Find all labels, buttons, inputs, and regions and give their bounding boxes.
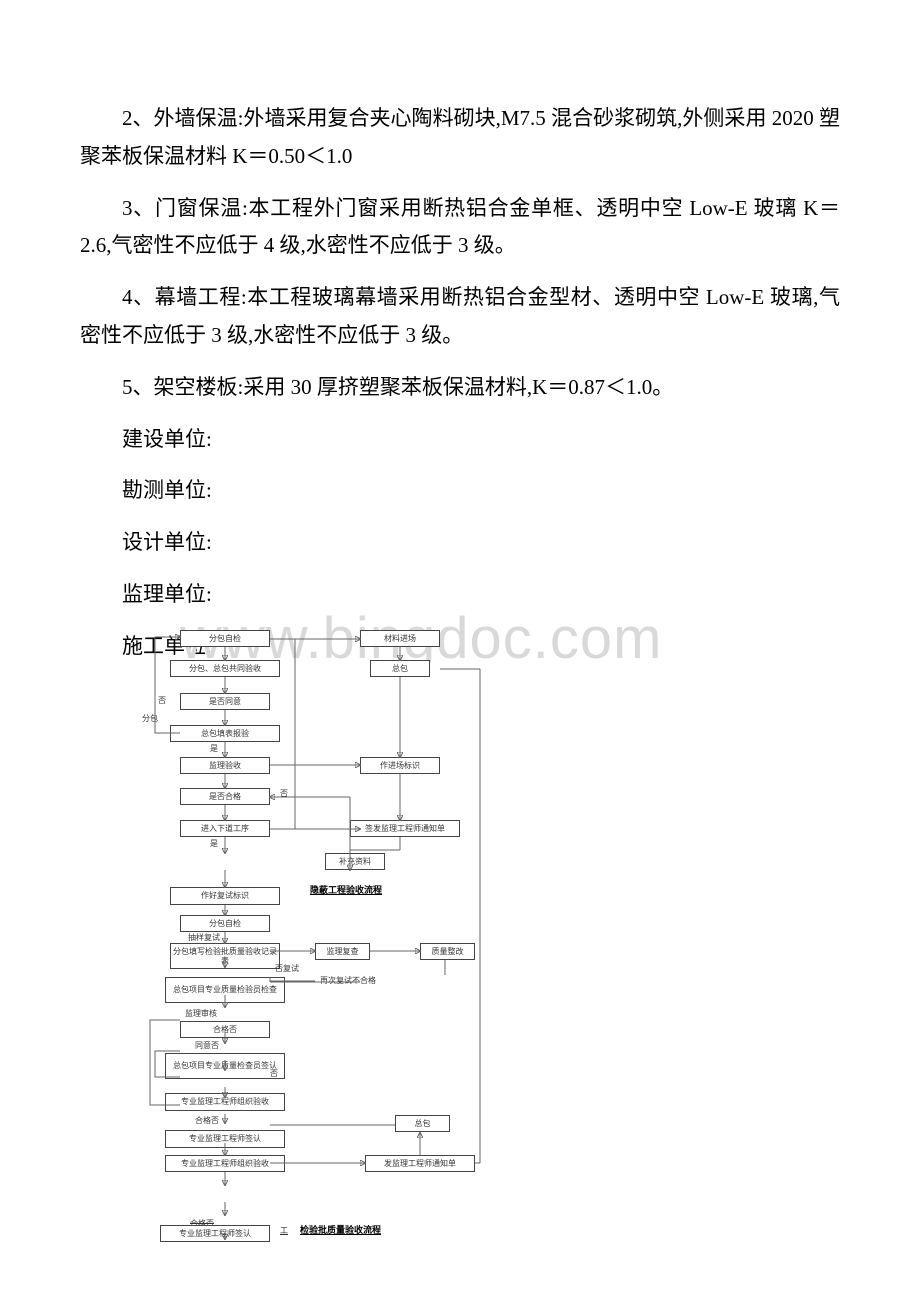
unit-sheji: 设计单位: [80,524,840,562]
document-body: 2、外墙保温:外墙采用复合夹心陶料砌块,M7.5 混合砂浆砌筑,外侧采用 202… [0,0,920,700]
paragraph-5: 5、架空楼板:采用 30 厚挤塑聚苯板保温材料,K＝0.87＜1.0。 [80,369,840,407]
unit-jianshe: 建设单位: [80,421,840,459]
unit-kance: 勘测单位: [80,472,840,510]
flowchart-container: 分包自检 分包、总包共同验收 是否同意 总包填表报验 监理验收 是否合格 进入下… [140,625,580,1265]
paragraph-4: 4、幕墙工程:本工程玻璃幕墙采用断热铝合金型材、透明中空 Low-E 玻璃,气密… [80,279,840,355]
paragraph-2: 2、外墙保温:外墙采用复合夹心陶料砌块,M7.5 混合砂浆砌筑,外侧采用 202… [80,100,840,176]
flowchart-lines [140,625,580,1265]
paragraph-3: 3、门窗保温:本工程外门窗采用断热铝合金单框、透明中空 Low-E 玻璃 K＝2… [80,190,840,266]
